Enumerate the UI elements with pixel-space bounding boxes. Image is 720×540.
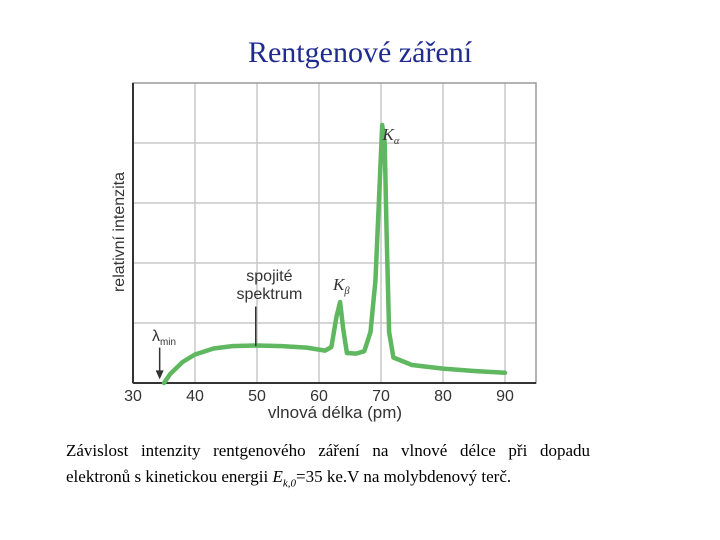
caption-text-1: Závislost intenzity rentgenového záření … bbox=[66, 441, 590, 486]
x-axis-label: vlnová délka (pm) bbox=[268, 403, 402, 422]
x-tick-label: 30 bbox=[124, 388, 142, 405]
series-group bbox=[161, 122, 508, 386]
energy-subscript: k,0 bbox=[282, 477, 296, 490]
y-axis-label: relativní intenzita bbox=[111, 172, 128, 292]
x-tick-label: 60 bbox=[310, 388, 328, 405]
energy-symbol: E bbox=[272, 467, 283, 486]
caption-text-2: =35 ke.V na molybdenový terč. bbox=[296, 467, 512, 486]
x-tick-label: 50 bbox=[248, 388, 266, 405]
lambda-min-label: λmin bbox=[152, 328, 176, 348]
x-tick-label: 40 bbox=[186, 388, 204, 405]
chart-frame bbox=[132, 82, 537, 384]
slide-title: Rentgenové záření bbox=[247, 36, 473, 69]
x-tick-label: 90 bbox=[496, 388, 514, 405]
chart-grid bbox=[132, 83, 536, 383]
figure-caption: Závislost intenzity rentgenového záření … bbox=[66, 438, 590, 496]
k-beta-label: Kβ bbox=[332, 275, 350, 297]
x-tick-label: 70 bbox=[372, 388, 390, 405]
x-tick-label: 80 bbox=[434, 388, 452, 405]
k-alpha-label: Kα bbox=[381, 125, 399, 147]
spectrum-line bbox=[161, 122, 508, 386]
continuous-spectrum-label-line2: spektrum bbox=[237, 286, 303, 303]
x-tick-labels: 30 40 50 60 70 80 90 bbox=[124, 388, 514, 405]
continuous-spectrum-label-line1: spojité bbox=[246, 268, 292, 285]
spectrum-chart: 30 40 50 60 70 80 90 vlnová délka (pm) relativ… bbox=[111, 82, 537, 422]
lambda-min-arrowhead bbox=[155, 370, 164, 380]
